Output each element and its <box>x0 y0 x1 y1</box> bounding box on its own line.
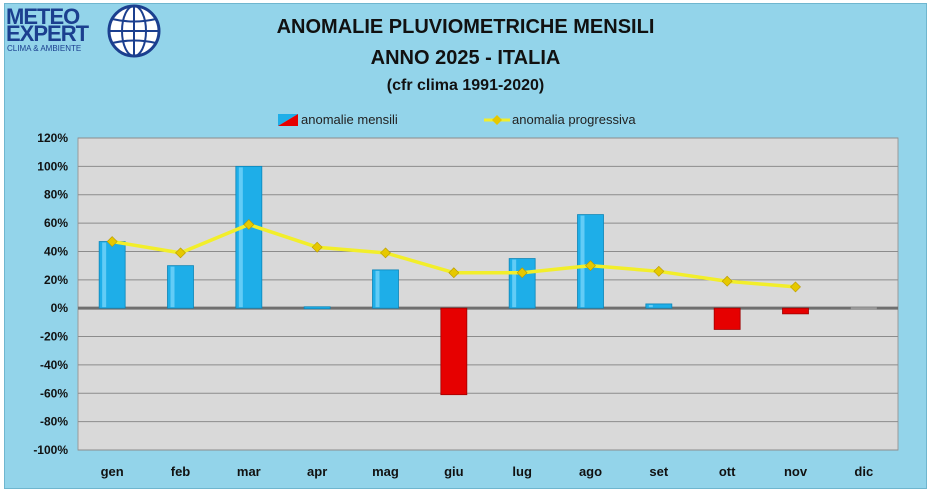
y-tick-label: -40% <box>40 358 68 372</box>
line-marker <box>106 236 118 247</box>
chart-note: (cfr clima 1991-2020) <box>386 77 545 94</box>
legend-label-bars: anomalie mensili <box>301 112 398 127</box>
y-tick-label: 80% <box>44 188 68 202</box>
globe-icon <box>107 4 161 58</box>
line-marker <box>790 281 801 293</box>
y-tick-label: -100% <box>33 443 68 457</box>
line-marker <box>380 247 391 259</box>
x-tick-label: gen <box>101 464 124 479</box>
legend-item-line: anomalia progressiva <box>484 112 636 127</box>
chart-title: ANOMALIE PLUVIOMETRICHE MENSILI <box>276 16 655 38</box>
bar-highlight <box>512 259 517 308</box>
legend-swatch-line <box>484 114 510 125</box>
line-marker <box>585 260 596 272</box>
y-tick-label: 60% <box>44 216 68 230</box>
x-tick-label: mag <box>372 464 399 479</box>
line-marker <box>516 267 528 279</box>
logo-line2: EXPERT <box>6 21 89 46</box>
bar <box>713 307 741 330</box>
line-marker <box>175 247 186 259</box>
legend-swatch-bars <box>278 113 298 126</box>
y-tick-label: 120% <box>37 131 68 145</box>
line-marker <box>653 265 665 277</box>
plot-area <box>77 137 899 451</box>
line-marker <box>311 241 323 253</box>
bar-highlight <box>375 270 380 308</box>
x-tick-label: apr <box>307 464 327 479</box>
bar <box>440 307 468 396</box>
legend-label-line: anomalia progressiva <box>512 112 636 127</box>
logo-line1: METEO <box>6 4 80 29</box>
line-marker <box>448 267 460 279</box>
x-tick-label: feb <box>171 464 191 479</box>
line-marker <box>243 219 255 230</box>
bar-highlight <box>238 167 243 308</box>
logo: METEO EXPERT CLIMA & AMBIENTE <box>6 4 166 58</box>
x-tick-label: ago <box>579 464 602 479</box>
x-tick-label: dic <box>854 464 873 479</box>
bar <box>303 306 331 310</box>
bar <box>782 307 809 315</box>
y-tick-label: 0% <box>51 301 69 315</box>
bar <box>645 303 673 309</box>
chart-subtitle: ANNO 2025 - ITALIA <box>370 47 561 69</box>
y-tick-label: -60% <box>40 386 68 400</box>
bar-highlight <box>170 266 175 308</box>
x-tick-label: lug <box>512 464 532 479</box>
bar <box>850 307 877 310</box>
legend: anomalie mensili anomalia progressiva <box>0 112 931 130</box>
x-tick-label: nov <box>784 464 808 479</box>
y-tick-label: -20% <box>40 330 68 344</box>
logo-tagline: CLIMA & AMBIENTE <box>7 44 82 53</box>
y-tick-label: -80% <box>40 415 68 429</box>
y-tick-label: 20% <box>44 273 68 287</box>
x-tick-label: giu <box>444 464 464 479</box>
bar-highlight <box>648 304 653 308</box>
x-tick-label: ott <box>719 464 736 479</box>
x-tick-label: mar <box>237 464 261 479</box>
line-marker <box>721 275 733 287</box>
legend-item-bars: anomalie mensili <box>278 112 398 127</box>
y-tick-label: 40% <box>44 244 68 258</box>
bar-highlight <box>580 215 585 308</box>
bar-highlight <box>102 242 107 308</box>
y-tick-label: 100% <box>37 159 68 173</box>
x-tick-label: set <box>649 464 668 479</box>
